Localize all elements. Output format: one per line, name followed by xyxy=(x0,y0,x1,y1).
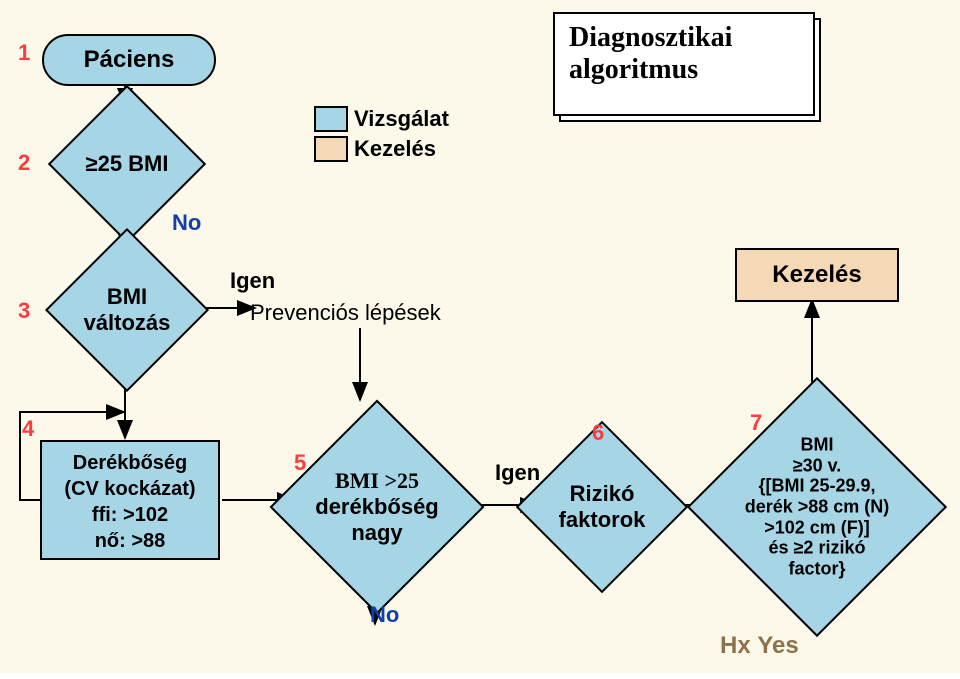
waist-l1: Derékbőség xyxy=(46,450,214,476)
bmi-change-l1: BMI xyxy=(84,284,171,310)
bmi30-l5: >102 cm (F)] xyxy=(717,517,917,538)
node-patient: Páciens xyxy=(42,34,216,86)
step-4: 4 xyxy=(22,416,34,442)
edge-label-no-top: No xyxy=(172,210,201,236)
node-bmi25-label: ≥25 BMI xyxy=(86,151,169,177)
legend-swatch-treat xyxy=(314,136,348,162)
step-3: 3 xyxy=(18,298,30,324)
edge-label-igen2: Igen xyxy=(495,460,540,486)
treatment-label: Kezelés xyxy=(772,261,861,288)
bmi30-l7: factor} xyxy=(717,559,917,580)
bmi30-l6: és ≥2 rizikó xyxy=(717,538,917,559)
bmigt25-l3: nagy xyxy=(315,520,439,546)
edge-label-igen1: Igen xyxy=(230,268,275,294)
waist-l4: nő: >88 xyxy=(46,528,214,554)
risk-l1: Rizikó xyxy=(559,481,646,507)
waist-l3: ffi: >102 xyxy=(46,502,214,528)
bmigt25-l1: BMI >25 xyxy=(315,468,439,494)
node-patient-label: Páciens xyxy=(84,46,175,73)
bmi30-l3: {[BMI 25-29.9, xyxy=(717,476,917,497)
legend-label-exam: Vizsgálat xyxy=(354,106,449,132)
step-5: 5 xyxy=(294,450,306,476)
legend-swatch-exam xyxy=(314,106,348,132)
node-risk-label: Rizikó faktorok xyxy=(559,481,646,533)
title-box: Diagnosztikai algoritmus xyxy=(553,12,815,116)
step-6: 6 xyxy=(592,420,604,446)
node-waist: Derékbőség (CV kockázat) ffi: >102 nő: >… xyxy=(40,440,220,560)
step-1: 1 xyxy=(18,40,30,66)
bmi30-l2: ≥30 v. xyxy=(717,455,917,476)
node-bmi30-label: BMI ≥30 v. {[BMI 25-29.9, derék >88 cm (… xyxy=(717,435,917,580)
step-2: 2 xyxy=(18,150,30,176)
risk-l2: faktorok xyxy=(559,507,646,533)
legend-label-treat: Kezelés xyxy=(354,136,436,162)
title-line1: Diagnosztikai xyxy=(569,22,799,54)
waist-l2: (CV kockázat) xyxy=(46,476,214,502)
bmi-change-l2: változás xyxy=(84,310,171,336)
title-line2: algoritmus xyxy=(569,54,799,86)
edge-label-no-bottom: No xyxy=(370,602,399,628)
node-treatment: Kezelés xyxy=(735,248,899,302)
prevention-label: Prevenciós lépések xyxy=(250,300,441,326)
bmigt25-l2: derékbőség xyxy=(315,494,439,520)
node-bmi-gt25-label: BMI >25 derékbőség nagy xyxy=(315,468,439,546)
node-bmi-change-label: BMI változás xyxy=(84,284,171,336)
edge-label-hx-yes: Hx Yes xyxy=(720,632,799,660)
bmi30-l4: derék >88 cm (N) xyxy=(717,497,917,518)
step-7: 7 xyxy=(750,410,762,436)
bmi30-l1: BMI xyxy=(717,435,917,456)
